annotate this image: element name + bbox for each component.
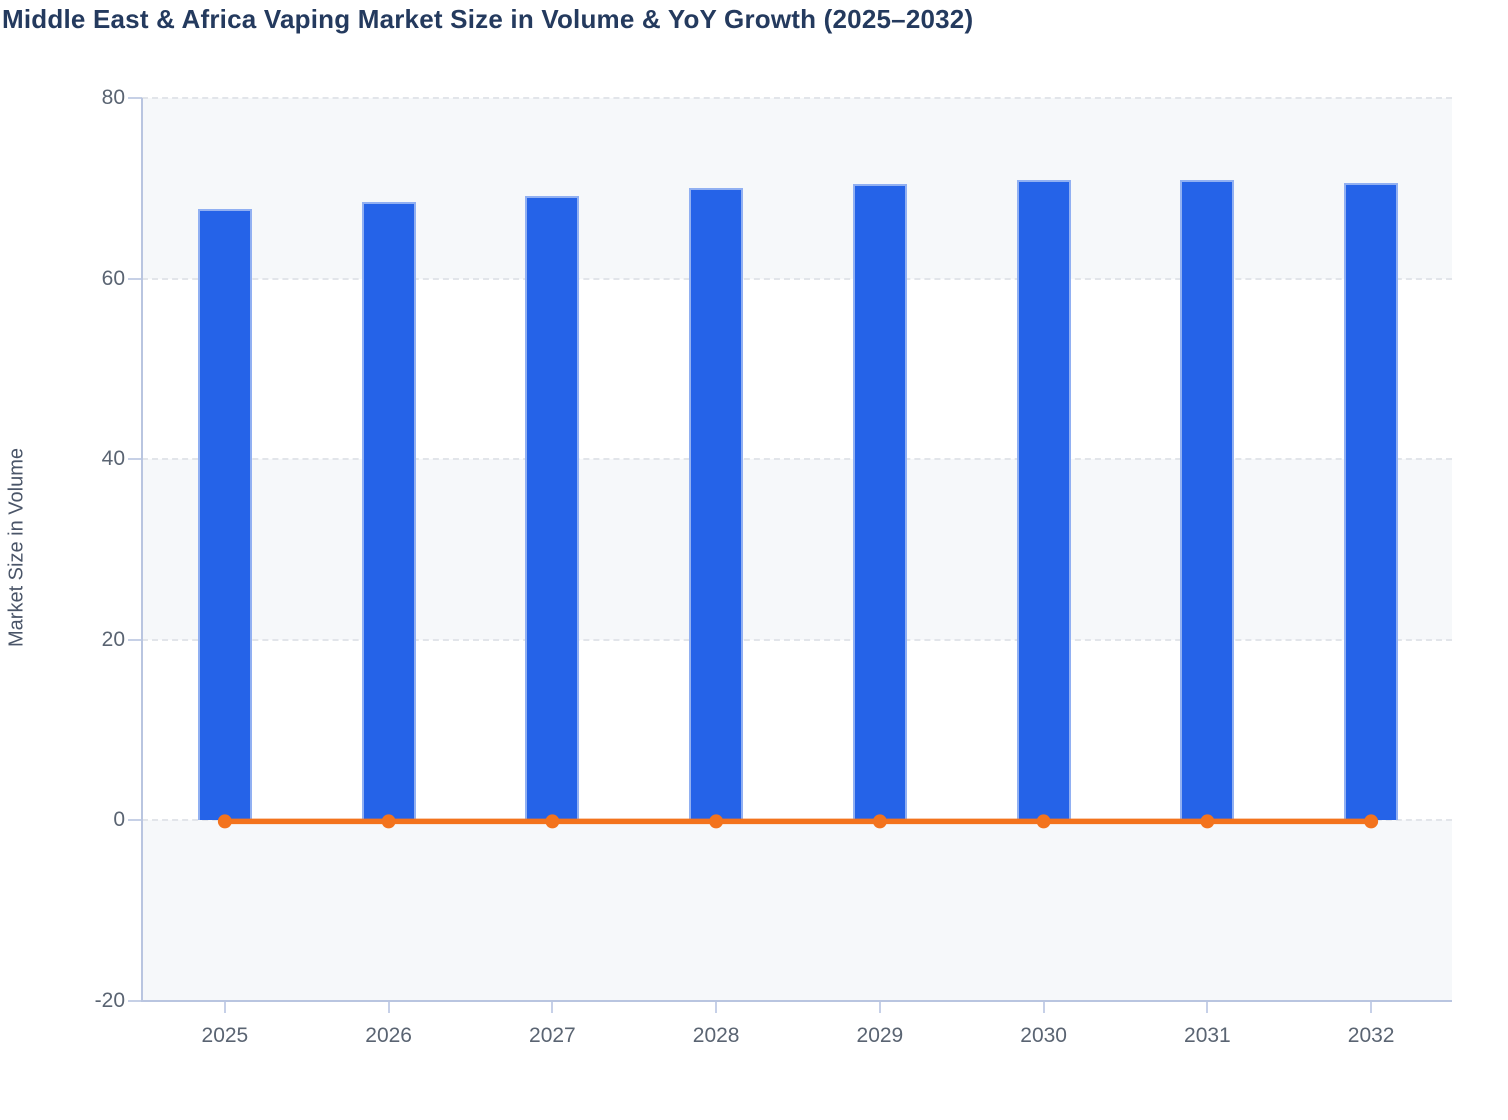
y-axis-tick xyxy=(128,277,142,280)
x-tick-label: 2029 xyxy=(856,1024,904,1047)
x-tick-label: 2031 xyxy=(1184,1024,1231,1047)
bar-2028[interactable] xyxy=(689,188,744,821)
x-axis-tick xyxy=(1042,1002,1045,1013)
x-tick-label: 2026 xyxy=(365,1024,412,1047)
y-tick-label: 0 xyxy=(113,808,125,832)
x-tick-label: 2027 xyxy=(529,1024,576,1047)
chart-title: Middle East & Africa Vaping Market Size … xyxy=(2,4,974,34)
bar-2030[interactable] xyxy=(1016,180,1071,821)
gridline xyxy=(142,638,1452,641)
bar-2029[interactable] xyxy=(852,183,907,821)
y-axis-title: Market Size in Volume xyxy=(5,448,28,647)
gridline xyxy=(142,458,1452,461)
bar-2025[interactable] xyxy=(197,209,252,821)
y-axis-line xyxy=(141,98,143,1001)
y-tick-label: 40 xyxy=(101,447,125,471)
x-axis-tick xyxy=(715,1002,718,1013)
x-axis-tick xyxy=(223,1002,226,1013)
x-axis-tick xyxy=(878,1002,881,1013)
bar-2031[interactable] xyxy=(1180,180,1235,821)
gridline xyxy=(142,819,1452,822)
bar-2032[interactable] xyxy=(1344,182,1399,821)
gridline xyxy=(142,277,1452,280)
grid-band xyxy=(142,98,1452,279)
x-axis-tick xyxy=(1206,1002,1209,1013)
grid-band xyxy=(142,820,1452,1001)
y-axis-tick xyxy=(128,1000,142,1002)
x-axis-tick xyxy=(387,1002,390,1013)
grid-band xyxy=(142,459,1452,640)
y-axis-tick xyxy=(128,97,142,99)
bar-2026[interactable] xyxy=(361,201,416,821)
y-axis-tick xyxy=(128,638,142,641)
x-tick-label: 2028 xyxy=(692,1024,740,1047)
y-tick-label: 20 xyxy=(101,627,125,651)
y-tick-label: 80 xyxy=(101,86,125,109)
x-tick-label: 2032 xyxy=(1347,1024,1395,1047)
x-axis-tick xyxy=(551,1002,554,1013)
y-axis-tick xyxy=(128,819,142,822)
y-tick-label: 60 xyxy=(101,266,125,290)
x-tick-label: 2025 xyxy=(201,1024,249,1047)
y-tick-label: -20 xyxy=(94,989,125,1012)
y-axis-tick xyxy=(128,458,142,461)
x-axis-line xyxy=(141,1000,1452,1002)
bar-2027[interactable] xyxy=(525,196,580,821)
x-tick-label: 2030 xyxy=(1020,1024,1067,1047)
gridline xyxy=(142,97,1452,99)
x-axis-tick xyxy=(1370,1002,1373,1013)
